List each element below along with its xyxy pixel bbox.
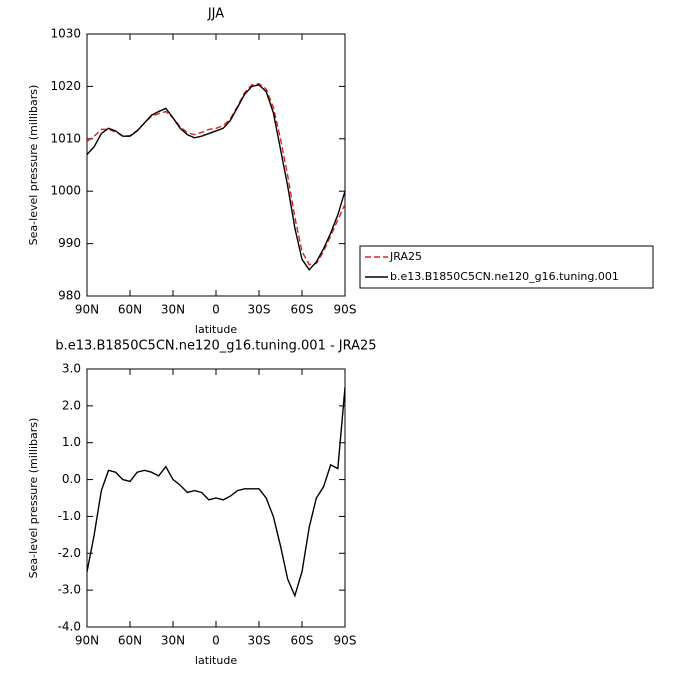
legend-label: b.e13.B1850C5CN.ne120_g16.tuning.001	[390, 270, 619, 283]
plot-frame	[86, 33, 346, 297]
chart-title: b.e13.B1850C5CN.ne120_g16.tuning.001 - J…	[55, 339, 376, 354]
y-axis-label: Sea-level pressure (millibars)	[27, 418, 40, 579]
x-axis-label: latitude	[195, 323, 237, 336]
legend-label: JRA25	[389, 250, 422, 263]
y-tick-label: 0.0	[62, 472, 81, 486]
x-tick-label: 90N	[75, 634, 99, 648]
y-tick-label: 1030	[50, 27, 81, 41]
plot-frame	[86, 368, 346, 628]
x-tick-label: 60S	[291, 634, 314, 648]
legend-box	[359, 245, 654, 289]
y-axis-label: Sea-level pressure (millibars)	[27, 85, 40, 246]
y-tick-label: -4.0	[58, 620, 81, 634]
x-tick-label: 30S	[248, 634, 271, 648]
y-tick-label: 2.0	[62, 398, 81, 412]
y-tick-label: 1010	[50, 131, 81, 145]
y-tick-label: 3.0	[62, 362, 81, 376]
chart-title: JJA	[207, 7, 224, 22]
x-tick-label: 0	[212, 634, 220, 648]
y-tick-label: 1000	[50, 184, 81, 198]
data-line	[86, 83, 346, 266]
x-tick-label: 60S	[291, 303, 314, 317]
data-line	[86, 84, 346, 271]
x-tick-label: 60N	[118, 634, 142, 648]
x-axis-label: latitude	[195, 654, 237, 667]
x-tick-label: 30N	[161, 634, 185, 648]
x-tick-label: 60N	[118, 303, 142, 317]
y-tick-label: 990	[58, 236, 81, 250]
y-tick-label: -1.0	[58, 509, 81, 523]
x-tick-label: 30S	[248, 303, 271, 317]
x-tick-label: 30N	[161, 303, 185, 317]
x-tick-label: 90N	[75, 303, 99, 317]
y-tick-label: 1020	[50, 79, 81, 93]
data-line	[86, 387, 346, 598]
y-tick-label: -3.0	[58, 583, 81, 597]
x-tick-label: 0	[212, 303, 220, 317]
y-tick-label: 980	[58, 289, 81, 303]
x-tick-label: 90S	[334, 303, 357, 317]
x-tick-label: 90S	[334, 634, 357, 648]
y-tick-label: -2.0	[58, 546, 81, 560]
y-tick-label: 1.0	[62, 435, 81, 449]
